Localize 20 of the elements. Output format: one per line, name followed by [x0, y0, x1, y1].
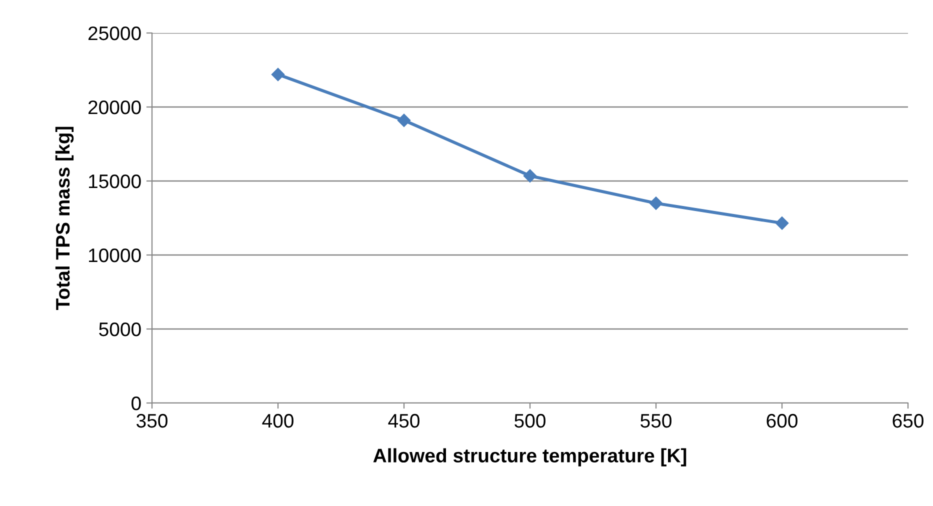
y-tick-label: 20000 [88, 100, 141, 114]
x-tick-label: 400 [262, 414, 294, 428]
y-tick-label: 25000 [88, 26, 141, 40]
x-tick-label: 500 [514, 414, 546, 428]
x-tick-label: 600 [766, 414, 798, 428]
y-tick-label: 10000 [89, 248, 141, 262]
y-axis-title: Total TPS mass [kg] [55, 126, 74, 310]
point [775, 216, 789, 230]
x-tick-label: 450 [388, 414, 420, 428]
point [523, 169, 537, 182]
point [649, 196, 663, 210]
x-axis-title: Allowed structure temperature [K] [373, 448, 686, 466]
x-tick-label: 550 [640, 414, 672, 428]
y-tick-label: 0 [132, 396, 141, 410]
y-tick-label: 15000 [89, 174, 141, 188]
x-tick-label: 650 [892, 414, 924, 428]
y-tick-label: 5000 [99, 322, 141, 336]
x-tick-label: 350 [136, 414, 168, 428]
point [271, 68, 285, 82]
point [397, 114, 411, 127]
